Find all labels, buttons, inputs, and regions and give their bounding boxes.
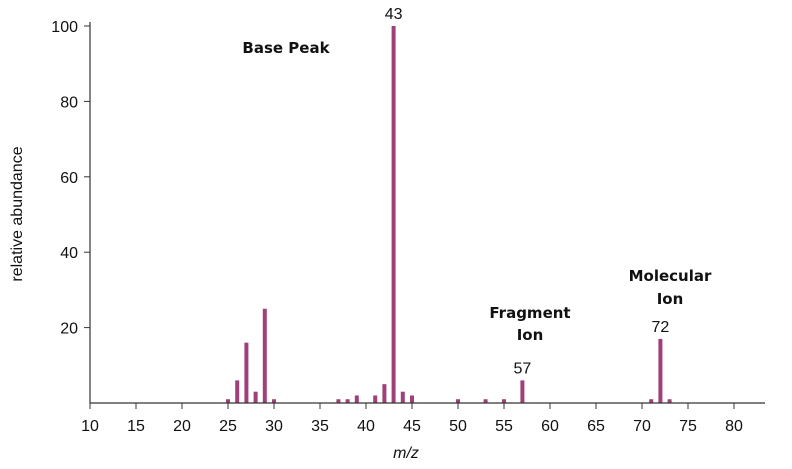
x-tick-label: 20 — [173, 418, 191, 435]
peak-bar-41 — [373, 395, 378, 403]
x-tick-label: 70 — [633, 418, 651, 435]
fragment-ion-annotation-line2: Ion — [517, 326, 544, 344]
peak-bar-37 — [336, 399, 341, 403]
peak-label-57: 57 — [514, 360, 532, 377]
x-axis-title: m/z — [393, 445, 419, 462]
peak-bar-43 — [391, 26, 396, 403]
x-tick-label: 35 — [311, 418, 329, 435]
y-tick-label: 40 — [60, 245, 78, 262]
peak-bar-27 — [244, 342, 249, 403]
peak-bar-38 — [345, 399, 350, 403]
molecular-ion-annotation-line2: Ion — [657, 290, 684, 308]
peak-bar-72 — [658, 338, 663, 403]
fragment-ion-annotation-line1: Fragment — [489, 304, 570, 322]
x-tick-label: 75 — [679, 418, 697, 435]
y-tick-label: 80 — [60, 94, 78, 111]
y-axis-ticks: 20 40 60 80 100 — [51, 19, 90, 338]
x-tick-label: 80 — [725, 418, 743, 435]
peak-bars — [226, 26, 672, 403]
peak-bar-29 — [262, 308, 267, 403]
peak-bar-39 — [354, 395, 359, 403]
y-tick-label: 100 — [51, 19, 78, 36]
x-tick-label: 65 — [587, 418, 605, 435]
base-peak-annotation: Base Peak — [242, 39, 330, 57]
peak-bar-25 — [226, 399, 230, 403]
x-tick-label: 60 — [541, 418, 559, 435]
x-tick-label: 45 — [403, 418, 421, 435]
x-tick-label: 55 — [495, 418, 513, 435]
x-tick-label: 10 — [81, 418, 99, 435]
peak-label-72: 72 — [652, 319, 670, 336]
x-axis-ticks: 10 15 20 25 30 35 40 45 50 55 60 65 70 75 80 — [81, 403, 743, 435]
peak-bar-28 — [253, 391, 258, 403]
peak-bar-26 — [235, 380, 240, 403]
x-tick-label: 50 — [449, 418, 467, 435]
x-tick-label: 30 — [265, 418, 283, 435]
peak-bar-73 — [667, 399, 672, 403]
peak-bar-30 — [272, 399, 276, 403]
x-tick-label: 15 — [127, 418, 145, 435]
peak-bar-44 — [400, 391, 405, 403]
molecular-ion-annotation-line1: Molecular — [629, 267, 712, 285]
axes — [89, 22, 765, 404]
peak-bar-50 — [456, 399, 460, 403]
peak-bar-71 — [649, 399, 654, 403]
x-tick-label: 25 — [219, 418, 237, 435]
peak-bar-53 — [483, 399, 488, 403]
peak-bar-42 — [382, 384, 387, 403]
peak-bar-57 — [520, 380, 525, 403]
y-tick-label: 60 — [60, 170, 78, 187]
peak-label-43: 43 — [385, 6, 403, 23]
y-tick-label: 20 — [60, 321, 78, 338]
peak-bar-55 — [502, 399, 506, 403]
peak-labels: 43 57 72 — [385, 6, 670, 377]
x-tick-label: 40 — [357, 418, 375, 435]
y-axis-title: relative abundance — [9, 146, 26, 281]
peak-bar-45 — [410, 395, 414, 403]
